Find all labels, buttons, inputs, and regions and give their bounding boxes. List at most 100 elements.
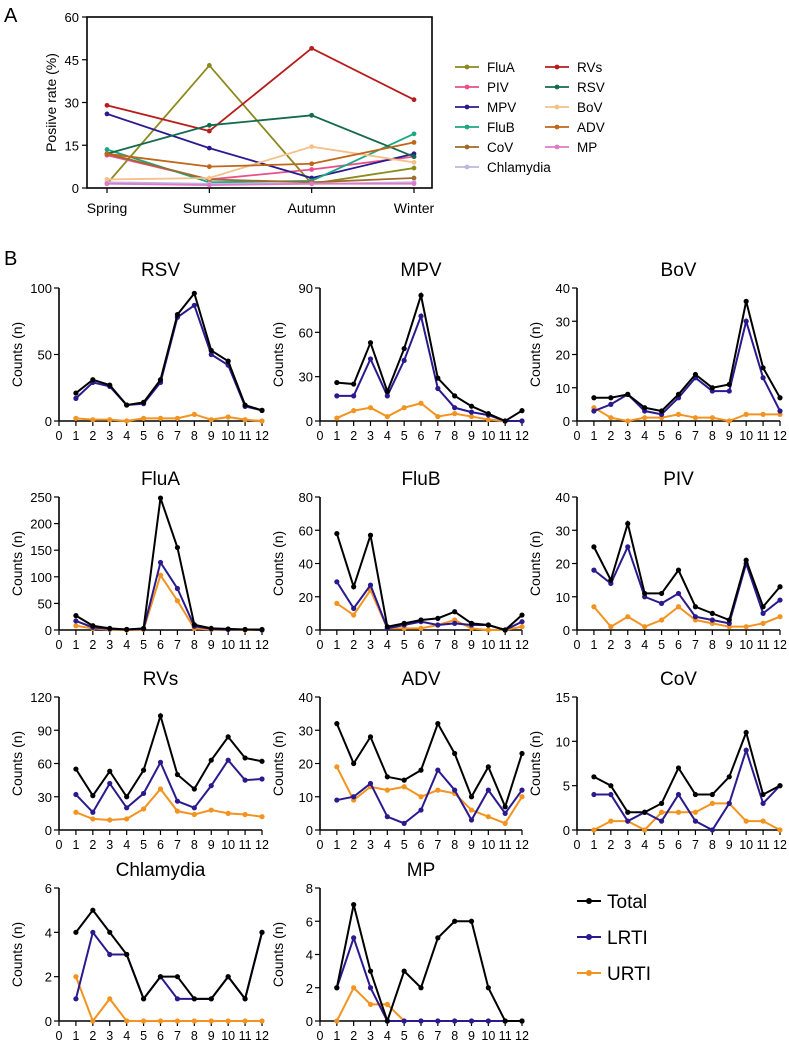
x-tick-label: 4 — [123, 429, 130, 443]
x-tick-label: 1 — [333, 1029, 340, 1043]
series-point-total — [384, 388, 390, 395]
series-point-total — [401, 620, 407, 626]
series-point-urti — [384, 413, 390, 420]
series-point-lrti — [73, 395, 79, 401]
x-tick-label: 7 — [174, 838, 181, 852]
series-point-urti — [675, 411, 682, 417]
series-point-total — [124, 402, 130, 408]
x-tick-label: 9 — [468, 429, 475, 443]
series-line-urti — [75, 413, 263, 423]
series-point-lrti — [174, 798, 181, 804]
series-line-urti — [75, 787, 263, 822]
series-point-total — [468, 620, 475, 626]
series-point-urti — [435, 787, 441, 793]
x-tick-label: 7 — [434, 638, 441, 652]
series-line-urti — [335, 766, 523, 825]
x-tick-label: 6 — [675, 638, 682, 652]
series-point-total — [642, 590, 648, 597]
series-line-urti — [336, 402, 522, 422]
series-point-lrti — [174, 585, 181, 592]
series-point-total — [124, 794, 130, 800]
y-tick-label: 15 — [65, 138, 79, 153]
series-point-total — [334, 530, 340, 537]
y-tick-label: 20 — [556, 348, 570, 363]
series-point-lrti — [726, 388, 732, 394]
legend-marker — [554, 104, 560, 110]
legend-item-rvs: RVs — [545, 60, 603, 75]
series-point-lrti — [367, 582, 374, 588]
series-point-total — [259, 758, 265, 764]
y-axis-label: Counts (n) — [270, 922, 286, 987]
x-tick-label: 10 — [221, 1029, 235, 1043]
series-point-total — [743, 298, 749, 304]
series-point-urti — [709, 800, 715, 807]
series-point-total — [334, 985, 340, 991]
series-point-urti — [401, 784, 407, 790]
y-tick-label: 60 — [299, 523, 313, 538]
series-line-lrti — [75, 303, 263, 412]
panel-title: CoV — [660, 669, 697, 690]
series-point-urti — [157, 786, 164, 792]
x-tick-label: 3 — [367, 838, 374, 852]
y-tick-label: 250 — [30, 490, 52, 505]
series-point-lrti — [208, 783, 214, 789]
x-tick-label: 3 — [367, 638, 374, 652]
series-point-urti — [625, 614, 631, 620]
panel-title: RSV — [141, 260, 180, 281]
series-point-lrti — [452, 620, 458, 626]
series-point-total — [140, 625, 147, 632]
x-tick-label: 9 — [468, 1029, 475, 1043]
series-point-lrti — [675, 791, 682, 798]
x-tick-label: 10 — [481, 638, 495, 652]
series-point-urti — [608, 415, 614, 421]
x-tick-label: 0 — [317, 1029, 324, 1043]
series-point-total — [726, 617, 732, 623]
legend-marker — [464, 164, 470, 170]
x-tick-label: 6 — [675, 838, 682, 852]
x-tick-label: 11 — [757, 638, 770, 652]
series-point-lrti — [107, 780, 113, 787]
series-point-urti — [174, 598, 181, 604]
series-line-total — [75, 497, 262, 631]
series-point-lrti — [334, 797, 340, 803]
series-point-urti — [73, 623, 79, 629]
panel-label-b: B — [4, 248, 17, 270]
series-point-total — [157, 974, 164, 980]
x-tick-label: 5 — [140, 838, 147, 852]
x-tick-label: 3 — [624, 429, 631, 443]
x-tick-label: 7 — [434, 838, 441, 852]
series-point-urti — [107, 417, 113, 423]
series-point-urti — [73, 974, 79, 980]
x-tick-label: 12 — [255, 429, 269, 443]
series-point-urti — [726, 418, 732, 424]
x-tick-label: 4 — [384, 638, 391, 652]
series-point-total — [367, 532, 374, 538]
y-tick-label: 6 — [45, 881, 52, 896]
series-point-total — [760, 604, 766, 610]
series-point-lrti — [157, 559, 164, 566]
x-tick-label: 11 — [499, 838, 512, 852]
series-point-total — [435, 721, 441, 727]
x-tick-label: 12 — [255, 1029, 269, 1043]
y-tick-label: 4 — [306, 948, 313, 963]
series-point-total — [642, 809, 648, 815]
legend-label: FluA — [487, 60, 515, 75]
x-tick-label: 6 — [157, 429, 164, 443]
series-point-urti — [642, 415, 648, 421]
series-point-piv — [309, 167, 315, 172]
legend-marker — [554, 144, 560, 150]
x-tick-label: 4 — [384, 838, 391, 852]
legend-marker — [464, 144, 470, 150]
series-line-total — [593, 729, 781, 814]
x-tick-label: 5 — [401, 838, 408, 852]
legend-marker — [554, 124, 560, 130]
series-point-cov — [411, 175, 417, 181]
series-line-bov — [106, 145, 415, 181]
series-point-urti — [401, 405, 407, 411]
panel-title: Chlamydia — [116, 860, 206, 881]
legend-item-bov: BoV — [545, 100, 603, 115]
series-point-total — [208, 347, 214, 354]
